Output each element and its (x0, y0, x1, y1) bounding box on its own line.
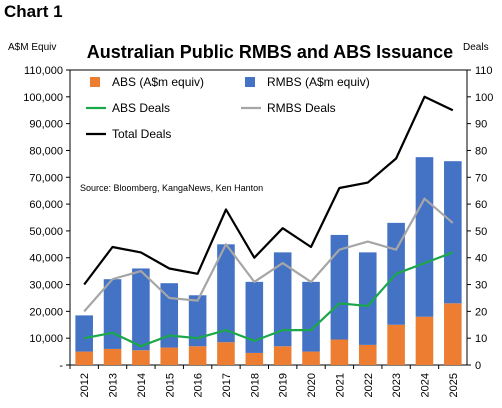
x-tick-label: 2013 (108, 373, 120, 397)
x-tick-label: 2023 (391, 373, 403, 397)
bar-rmbs-2020 (302, 281, 320, 352)
right-tick-label: 60 (475, 199, 487, 211)
legend-swatch (245, 77, 255, 87)
left-tick-label: 40,000 (29, 253, 63, 265)
bar-abs-2019 (273, 346, 292, 365)
bar-rmbs-2018 (245, 281, 264, 353)
bar-abs-2024 (415, 316, 434, 365)
bar-abs-2021 (330, 339, 349, 365)
right-axis-label: Deals (463, 42, 489, 53)
bar-abs-2018 (245, 352, 264, 365)
bar-rmbs-2021 (330, 234, 349, 340)
bar-abs-2016 (188, 346, 207, 365)
x-tick-label: 2014 (136, 373, 148, 397)
x-tick-label: 2025 (448, 373, 460, 397)
left-tick-label: 100,000 (23, 92, 63, 104)
chart-title: Australian Public RMBS and ABS Issuance (87, 42, 453, 62)
bar-rmbs-2012 (75, 315, 93, 352)
left-tick-label: 10,000 (29, 333, 63, 345)
right-tick-label: 80 (475, 145, 487, 157)
line-rmbs-deals (83, 197, 454, 313)
right-tick-label: 50 (475, 226, 487, 238)
bar-rmbs-2017 (217, 244, 235, 343)
x-tick-label: 2012 (79, 373, 91, 397)
bar-rmbs-2022 (358, 252, 377, 345)
source-annotation: Source: Bloomberg, KangaNews, Ken Hanton (80, 183, 263, 193)
right-tick-label: 100 (475, 92, 493, 104)
left-tick-label: 30,000 (29, 280, 63, 292)
right-tick-label: 20 (475, 306, 487, 318)
left-tick-label: 20,000 (29, 306, 63, 318)
left-tick-label: 60,000 (29, 199, 63, 211)
left-tick-label: 110,000 (24, 65, 63, 77)
bar-abs-2025 (444, 303, 462, 365)
line-total-deals (83, 95, 454, 286)
right-tick-label: 0 (475, 360, 481, 372)
bar-abs-2017 (217, 342, 235, 365)
bar-rmbs-2024 (415, 157, 434, 317)
bar-rmbs-2014 (132, 268, 150, 351)
x-tick-label: 2024 (419, 373, 431, 397)
bar-abs-2015 (160, 347, 179, 365)
x-tick-label: 2017 (221, 373, 233, 397)
left-tick-label: 90,000 (29, 119, 63, 131)
bar-rmbs-2016 (188, 295, 207, 347)
bar-rmbs-2025 (444, 161, 462, 304)
legend-label: RMBS Deals (267, 101, 336, 115)
x-tick-label: 2018 (249, 373, 261, 397)
legend-label: RMBS (A$m equiv) (267, 75, 370, 89)
right-tick-label: 30 (475, 280, 487, 292)
lines-layer (83, 95, 454, 348)
x-tick-label: 2016 (193, 373, 205, 397)
bar-abs-2023 (387, 324, 405, 365)
right-tick-label: 70 (475, 172, 487, 184)
right-tick-label: 90 (475, 119, 487, 131)
bar-rmbs-2019 (273, 252, 292, 347)
left-tick-label: 80,000 (29, 145, 63, 157)
right-tick-label: 40 (475, 253, 487, 265)
legend-swatch (90, 77, 100, 87)
bar-abs-2013 (103, 348, 122, 365)
x-tick-label: 2015 (164, 373, 176, 397)
figure-label: Chart 1 (4, 2, 63, 21)
legend-label: ABS Deals (112, 101, 170, 115)
x-tick-label: 2022 (363, 373, 375, 397)
legend-label: ABS (A$m equiv) (112, 75, 204, 89)
bar-abs-2022 (358, 344, 377, 365)
bar-abs-2014 (132, 350, 150, 365)
x-tick-label: 2019 (278, 373, 290, 397)
right-tick-label: 110 (475, 65, 493, 77)
line-abs-deals (83, 251, 454, 348)
legend-label: Total Deals (112, 127, 171, 141)
legend: ABS (A$m equiv) RMBS (A$m equiv) ABS Deals… (86, 75, 370, 141)
left-tick-label: 50,000 (29, 226, 63, 238)
left-tick-label: 70,000 (29, 172, 63, 184)
bar-abs-2020 (302, 351, 320, 365)
axes-layer: - 10,000 20,000 30,000 40,000 50,000 60,000 70,… (23, 65, 493, 397)
left-axis-label: A$M Equiv (8, 42, 56, 53)
x-tick-label: 2020 (306, 373, 318, 397)
left-tick-label: - (59, 360, 63, 372)
bar-rmbs-2013 (103, 279, 122, 349)
right-tick-label: 10 (475, 333, 487, 345)
bar-abs-2012 (75, 351, 93, 365)
x-tick-label: 2021 (334, 373, 346, 397)
